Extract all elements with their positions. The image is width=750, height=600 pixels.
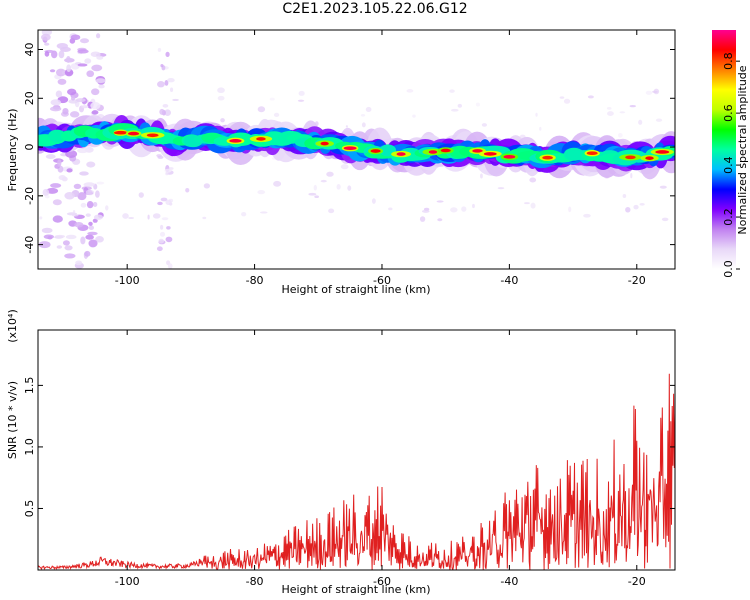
spectrogram-image: [38, 30, 675, 269]
colorbar-label: Normalized spectral amplitude: [736, 65, 749, 234]
snr-frame: [37, 329, 676, 571]
snr-y-axis-label: SNR (10 * v/v): [6, 381, 19, 459]
spectrogram-y-tick-label: -20: [23, 187, 36, 205]
snr-y-ticks: 0.5 1.0 1.5: [23, 377, 675, 518]
spectrogram-frame: [37, 29, 676, 270]
spectrogram-noise: [38, 30, 675, 269]
snr-multiplier-label: (x10⁴): [6, 309, 19, 343]
spectrogram-x-ticks: -100 -80 -60 -40 -20: [115, 30, 646, 287]
spectrogram-x-tick-label: -60: [373, 274, 391, 287]
snr-x-tick-label: -100: [115, 575, 140, 588]
colorbar-tick-label: 0.4: [722, 156, 735, 174]
snr-x-axis-label: Height of straight line (km): [281, 583, 430, 596]
snr-x-tick-label: -40: [500, 575, 518, 588]
spectrogram-x-tick-label: -40: [500, 274, 518, 287]
colorbar-tick-label: 0.6: [722, 104, 735, 122]
spectrogram-x-tick-label: -20: [628, 274, 646, 287]
spectrogram-y-tick-label: 40: [23, 43, 36, 57]
snr-series-line: [38, 373, 675, 570]
colorbar-tick-label: 0.2: [722, 208, 735, 226]
snr-y-tick-label: 0.5: [23, 500, 36, 518]
colorbar-tick-label: 0.8: [722, 52, 735, 70]
spectrogram-x-tick-label: -100: [115, 274, 140, 287]
snr-x-tick-label: -60: [373, 575, 391, 588]
spectrogram-x-tick-label: -80: [246, 274, 264, 287]
snr-x-tick-label: -20: [628, 575, 646, 588]
snr-y-tick-label: 1.0: [23, 438, 36, 456]
colorbar-gradient: [712, 30, 736, 269]
snr-y-tick-label: 1.5: [23, 377, 36, 395]
colorbar-ticks: 0.0 0.2 0.4 0.6 0.8: [722, 52, 740, 278]
snr-x-ticks: -100 -80 -60 -40 -20: [115, 330, 646, 588]
spectrogram-y-tick-label: 20: [23, 91, 36, 105]
spectrogram-panel: -100 -80 -60 -40 -20 -40 -20 0 20 40 Height of s…: [6, 29, 676, 296]
colorbar-tick-label: 0.0: [722, 260, 735, 278]
spectrogram-y-tick-label: 0: [23, 144, 36, 151]
spectrogram-ridge: [38, 113, 675, 180]
figure-title: C2E1.2023.105.22.06.G12: [282, 1, 468, 17]
colorbar: 0.0 0.2 0.4 0.6 0.8 Normalized spectral ampl…: [712, 30, 749, 278]
snr-x-tick-label: -80: [246, 575, 264, 588]
spectrogram-x-axis-label: Height of straight line (km): [281, 283, 430, 296]
spectrogram-y-tick-label: -40: [23, 236, 36, 254]
spectrogram-y-ticks: -40 -20 0 20 40: [23, 43, 675, 254]
snr-panel: -100 -80 -60 -40 -20 0.5 1.0 1.5 Height of str…: [6, 309, 676, 596]
spectrogram-y-axis-label: Frequency (Hz): [6, 109, 19, 192]
